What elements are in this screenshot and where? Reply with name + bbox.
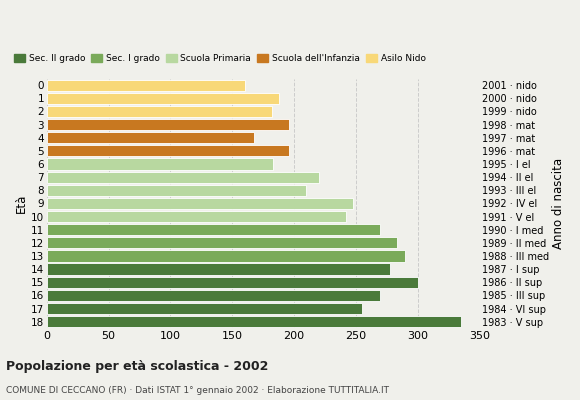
Bar xyxy=(47,80,245,91)
Bar xyxy=(47,198,353,209)
Bar xyxy=(47,93,279,104)
Bar xyxy=(47,290,380,301)
Bar xyxy=(47,132,255,143)
Bar xyxy=(47,172,318,183)
Legend: Sec. II grado, Sec. I grado, Scuola Primaria, Scuola dell'Infanzia, Asilo Nido: Sec. II grado, Sec. I grado, Scuola Prim… xyxy=(10,50,429,67)
Bar xyxy=(47,185,306,196)
Text: Popolazione per età scolastica - 2002: Popolazione per età scolastica - 2002 xyxy=(6,360,268,373)
Y-axis label: Età: Età xyxy=(15,194,28,213)
Bar xyxy=(47,145,289,156)
Bar xyxy=(47,119,289,130)
Bar xyxy=(47,158,273,170)
Bar xyxy=(47,211,346,222)
Bar xyxy=(47,106,271,117)
Bar xyxy=(47,224,380,235)
Text: COMUNE DI CECCANO (FR) · Dati ISTAT 1° gennaio 2002 · Elaborazione TUTTITALIA.IT: COMUNE DI CECCANO (FR) · Dati ISTAT 1° g… xyxy=(6,386,389,395)
Bar xyxy=(47,316,461,327)
Bar xyxy=(47,250,405,262)
Bar xyxy=(47,237,397,248)
Bar xyxy=(47,264,390,275)
Bar xyxy=(47,277,418,288)
Y-axis label: Anno di nascita: Anno di nascita xyxy=(552,158,565,249)
Bar xyxy=(47,303,362,314)
